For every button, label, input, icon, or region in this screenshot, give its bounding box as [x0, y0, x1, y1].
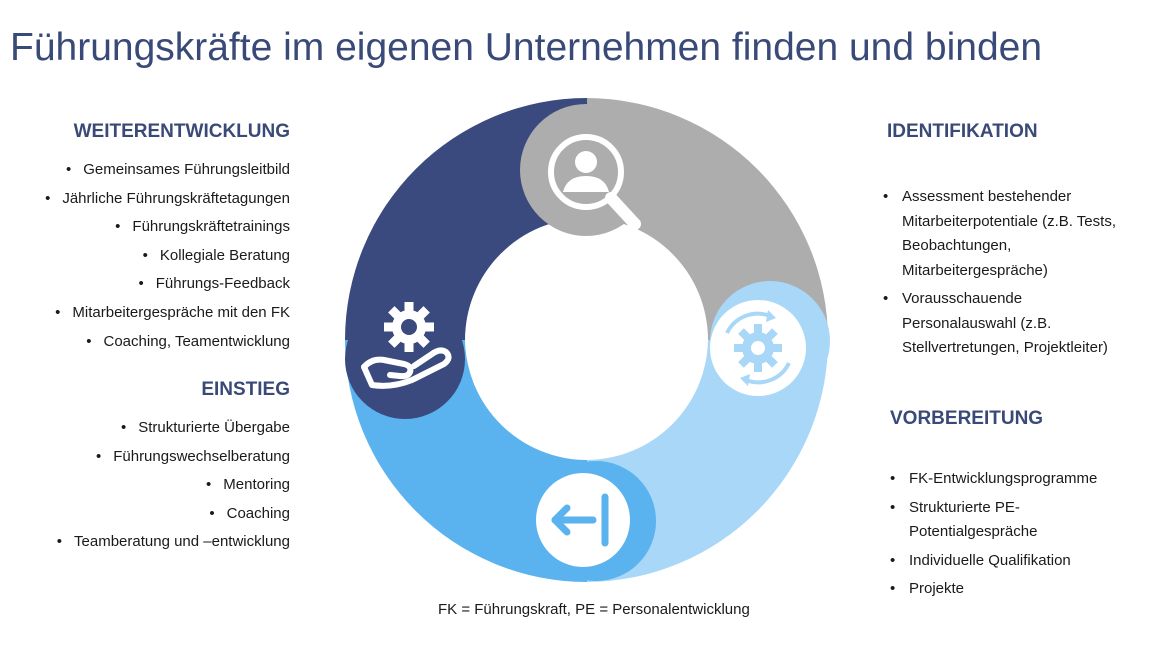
list-item: Individuelle Qualifikation	[887, 549, 1097, 574]
heading-identifikation: IDENTIFIKATION	[887, 121, 1038, 142]
list-item: Führungswechselberatung	[57, 443, 290, 472]
list-item: Coaching	[57, 500, 290, 529]
list-item-line: Mitarbeitergespräche)	[902, 261, 1048, 279]
list-item: Projekte	[887, 577, 1097, 602]
list-item-line: Projekte	[909, 580, 965, 597]
list-item: Assessment bestehender Mitarbeiterpotent…	[880, 185, 1116, 283]
footnote: FK = Führungskraft, PE = Personalentwick…	[438, 601, 750, 618]
cap-weiterentwicklung	[345, 299, 465, 419]
list-item: Teamberatung und –entwicklung	[57, 528, 290, 557]
list-item: Vorausschauende Personalauswahl (z.B. St…	[880, 287, 1116, 361]
center-hole	[480, 271, 646, 437]
list-item: Mentoring	[57, 471, 290, 500]
list-item-line: FK-Entwicklungsprogramme	[909, 470, 1098, 487]
list-vorbereitung: FK-Entwicklungsprogramme Strukturierte P…	[887, 467, 1097, 602]
arrow-enter-icon	[536, 473, 630, 567]
list-item-line: Mitarbeiterpotentiale (z.B. Tests,	[902, 212, 1116, 230]
heading-weiterentwicklung: WEITERENTWICKLUNG	[73, 121, 290, 142]
list-item-line: Assessment bestehender	[902, 188, 1072, 205]
gear-refresh-icon	[710, 300, 806, 396]
list-identifikation: Assessment bestehender Mitarbeiterpotent…	[880, 185, 1116, 361]
list-item: Jährliche Führungskräftetagungen	[45, 185, 290, 214]
list-item: Kollegiale Beratung	[45, 242, 290, 271]
list-item: Coaching, Teamentwicklung	[45, 328, 291, 357]
list-item: Führungskräftetrainings	[45, 213, 290, 242]
person-search-icon	[548, 134, 641, 230]
list-item-line: Potentialgespräche	[909, 523, 1038, 540]
list-item-line: Stellvertretungen, Projektleiter)	[902, 339, 1108, 356]
heading-einstieg: EINSTIEG	[201, 379, 290, 400]
list-item: Führungs-Feedback	[45, 270, 290, 299]
heading-vorbereitung: VORBEREITUNG	[890, 408, 1044, 429]
list-item: Gemeinsames Führungsleitbild	[45, 156, 290, 185]
list-item-line: Personalauswahl (z.B.	[902, 314, 1052, 332]
list-item-line: Vorausschauende	[902, 290, 1023, 307]
list-item: Mitarbeitergespräche mit den FK	[45, 299, 290, 328]
list-item: Strukturierte PE- Potentialgespräche	[887, 496, 1097, 545]
list-item-line: Beobachtungen,	[902, 237, 1012, 254]
list-einstieg: Strukturierte Übergabe Führungswechselbe…	[57, 414, 290, 557]
hand-gear-icon	[361, 302, 452, 389]
list-item-line: Individuelle Qualifikation	[909, 551, 1071, 569]
list-weiterentwicklung: Gemeinsames Führungsleitbild Jährliche F…	[45, 156, 290, 356]
list-item: Strukturierte Übergabe	[57, 414, 290, 443]
list-item: FK-Entwicklungsprogramme	[887, 467, 1097, 492]
page-title: Führungskräfte im eigenen Unternehmen fi…	[10, 26, 1043, 69]
list-item-line: Strukturierte PE-	[909, 498, 1020, 516]
